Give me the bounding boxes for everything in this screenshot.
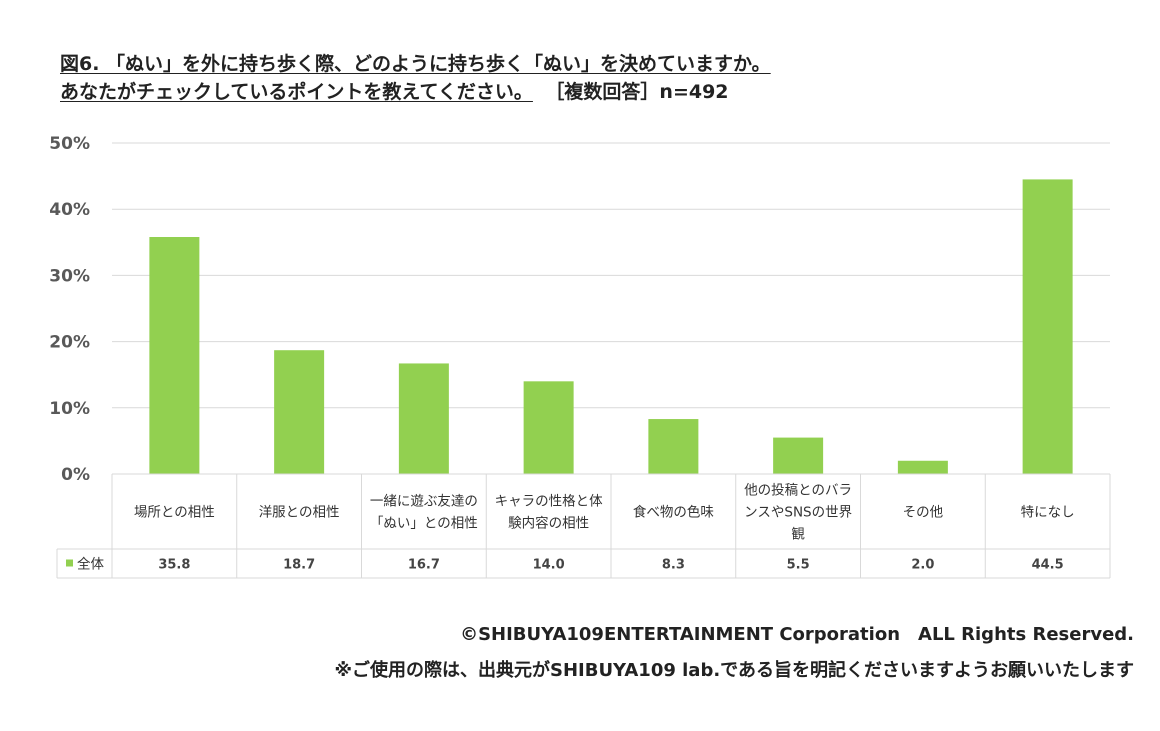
legend-label: 全体 bbox=[77, 556, 104, 573]
bar bbox=[897, 460, 948, 474]
category-label: キャラの性格と体 bbox=[495, 494, 603, 510]
bar bbox=[773, 437, 824, 474]
category-label: 場所との相性 bbox=[134, 505, 215, 521]
chart-title-line1: 図6. 「ぬい」を外に持ち歩く際、どのように持ち歩く「ぬい」を決めていますか。 bbox=[60, 52, 771, 76]
bar bbox=[149, 237, 200, 474]
data-value-label: 8.3 bbox=[662, 558, 685, 573]
category-label: 洋服との相性 bbox=[259, 505, 340, 521]
chart-title-text-1: 図6. 「ぬい」を外に持ち歩く際、どのように持ち歩く「ぬい」を決めていますか。 bbox=[60, 53, 771, 75]
data-value-label: 14.0 bbox=[533, 558, 565, 573]
y-tick-label: 20% bbox=[49, 333, 90, 353]
category-label: 食べ物の色味 bbox=[633, 504, 714, 521]
category-label: 一緒に遊ぶ友達の bbox=[370, 494, 478, 510]
data-value-label: 44.5 bbox=[1032, 558, 1064, 573]
chart-title-note: ［複数回答］n=492 bbox=[554, 81, 729, 103]
bar bbox=[1022, 179, 1073, 474]
usage-notice-text: ※ご使用の際は、出典元がSHIBUYA109 lab.である旨を明記くださいます… bbox=[334, 660, 1135, 681]
y-tick-label: 10% bbox=[49, 399, 90, 419]
copyright-text: ©SHIBUYA109ENTERTAINMENT Corporation ALL… bbox=[460, 624, 1134, 645]
legend-swatch bbox=[66, 559, 73, 567]
y-tick-label: 50% bbox=[49, 134, 90, 154]
y-tick-label: 40% bbox=[49, 200, 90, 220]
category-label: 特になし bbox=[1021, 505, 1075, 521]
bar bbox=[523, 381, 574, 474]
bar bbox=[274, 350, 325, 474]
chart-title-line2: あなたがチェックしているポイントを教えてください。 ［複数回答］n=492 bbox=[60, 80, 729, 104]
category-label: 「ぬい」との相性 bbox=[370, 516, 478, 532]
category-label: 験内容の相性 bbox=[508, 515, 589, 532]
category-label: 観 bbox=[791, 526, 805, 543]
data-value-label: 18.7 bbox=[283, 558, 315, 573]
y-tick-label: 30% bbox=[49, 266, 90, 286]
category-label: ンスやSNSの世界 bbox=[744, 505, 852, 521]
category-label: その他 bbox=[903, 505, 944, 521]
data-value-label: 35.8 bbox=[158, 558, 190, 573]
bar bbox=[398, 363, 449, 474]
category-label: 他の投稿とのバラ bbox=[744, 483, 852, 499]
data-value-label: 5.5 bbox=[787, 558, 810, 573]
y-tick-label: 0% bbox=[61, 465, 90, 485]
chart-title-text-2: あなたがチェックしているポイントを教えてください。 bbox=[60, 81, 533, 103]
bar bbox=[648, 419, 699, 474]
data-value-label: 16.7 bbox=[408, 558, 440, 573]
data-value-label: 2.0 bbox=[911, 558, 934, 573]
